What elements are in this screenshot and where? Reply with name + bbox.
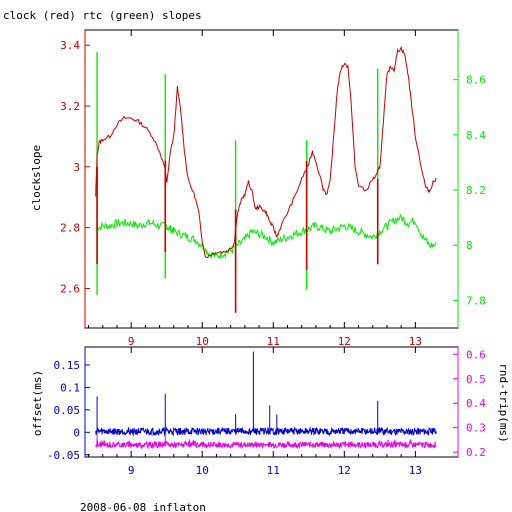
- left-tick-label: 2.8: [60, 222, 80, 235]
- x-tick-label: 10: [196, 335, 209, 348]
- rtc-series-line: [95, 214, 437, 261]
- left-tick-label: -0.05: [47, 449, 80, 462]
- x-tick-label: 10: [196, 464, 209, 477]
- top-y-axis-label: clockslope: [30, 145, 43, 211]
- right-tick-label: 0.2: [466, 446, 486, 459]
- bottom-y2-axis-label: rnd-trip(ms): [497, 363, 510, 442]
- left-tick-label: 0.05: [54, 404, 81, 417]
- right-tick-label: 0.5: [466, 373, 486, 386]
- plot-frame: [84, 346, 459, 458]
- bottom-y-axis-label: offset(ms): [31, 370, 44, 436]
- clock-series-line: [95, 45, 437, 258]
- x-tick-label: 13: [409, 335, 422, 348]
- left-tick-label: 3: [73, 161, 80, 174]
- x-tick-label: 9: [128, 464, 135, 477]
- right-tick-label: 8.2: [466, 184, 486, 197]
- right-tick-label: 8.6: [466, 74, 486, 87]
- left-tick-label: 0.1: [60, 381, 80, 394]
- right-tick-label: 0.3: [466, 422, 486, 435]
- right-tick-label: 8: [466, 239, 473, 252]
- x-tick-label: 13: [409, 464, 422, 477]
- right-tick-label: 7.8: [466, 294, 486, 307]
- rndtrip-series-line: [95, 439, 437, 450]
- x-tick-label: 9: [128, 335, 135, 348]
- x-tick-label: 11: [267, 464, 280, 477]
- left-tick-label: 2.6: [60, 282, 80, 295]
- x-tick-label: 11: [267, 335, 280, 348]
- right-tick-label: 0.4: [466, 397, 486, 410]
- left-tick-label: 3.2: [60, 100, 80, 113]
- x-tick-label: 12: [338, 335, 351, 348]
- left-tick-label: 3.4: [60, 39, 80, 52]
- right-tick-label: 0.6: [466, 348, 486, 361]
- plot-frame: [84, 29, 459, 329]
- footer-label: 2008-06-08 inflaton: [80, 501, 206, 512]
- right-tick-label: 8.4: [466, 129, 486, 142]
- offset-series-line: [95, 426, 437, 437]
- top-chart: 2.6 2.8 3 3.2 3.4 7.8 8 8.2 8.4 8.6 9 10 11 12 13: [60, 29, 486, 348]
- left-tick-label: 0: [73, 426, 80, 439]
- x-tick-label: 12: [338, 464, 351, 477]
- left-tick-label: 0.15: [54, 359, 81, 372]
- bottom-chart: -0.05 0 0.05 0.1 0.15 0.2 0.3 0.4 0.5 0.6 9 10 11 12 1…: [47, 346, 486, 477]
- chart-title: clock (red) rtc (green) slopes: [3, 9, 202, 22]
